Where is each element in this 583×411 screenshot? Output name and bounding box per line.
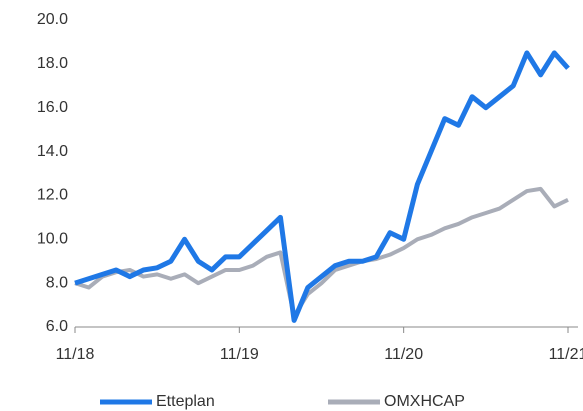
y-tick-label: 20.0 xyxy=(37,11,68,28)
y-tick-label: 14.0 xyxy=(37,143,68,160)
y-tick-label: 10.0 xyxy=(37,231,68,248)
y-tick-label: 8.0 xyxy=(46,274,68,291)
x-tick-label: 11/21 xyxy=(549,346,583,363)
legend-label: Etteplan xyxy=(156,393,215,410)
x-tick-label: 11/18 xyxy=(56,346,95,363)
series-line xyxy=(74,50,570,323)
x-tick-label: 11/19 xyxy=(220,346,259,363)
y-tick-label: 16.0 xyxy=(37,99,68,116)
y-tick-label: 18.0 xyxy=(37,55,68,72)
x-tick-label: 11/20 xyxy=(384,346,423,363)
legend-label: OMXHCAP xyxy=(384,393,465,410)
y-tick-label: 6.0 xyxy=(46,318,68,335)
y-tick-label: 12.0 xyxy=(37,187,68,204)
series-line xyxy=(74,186,569,319)
